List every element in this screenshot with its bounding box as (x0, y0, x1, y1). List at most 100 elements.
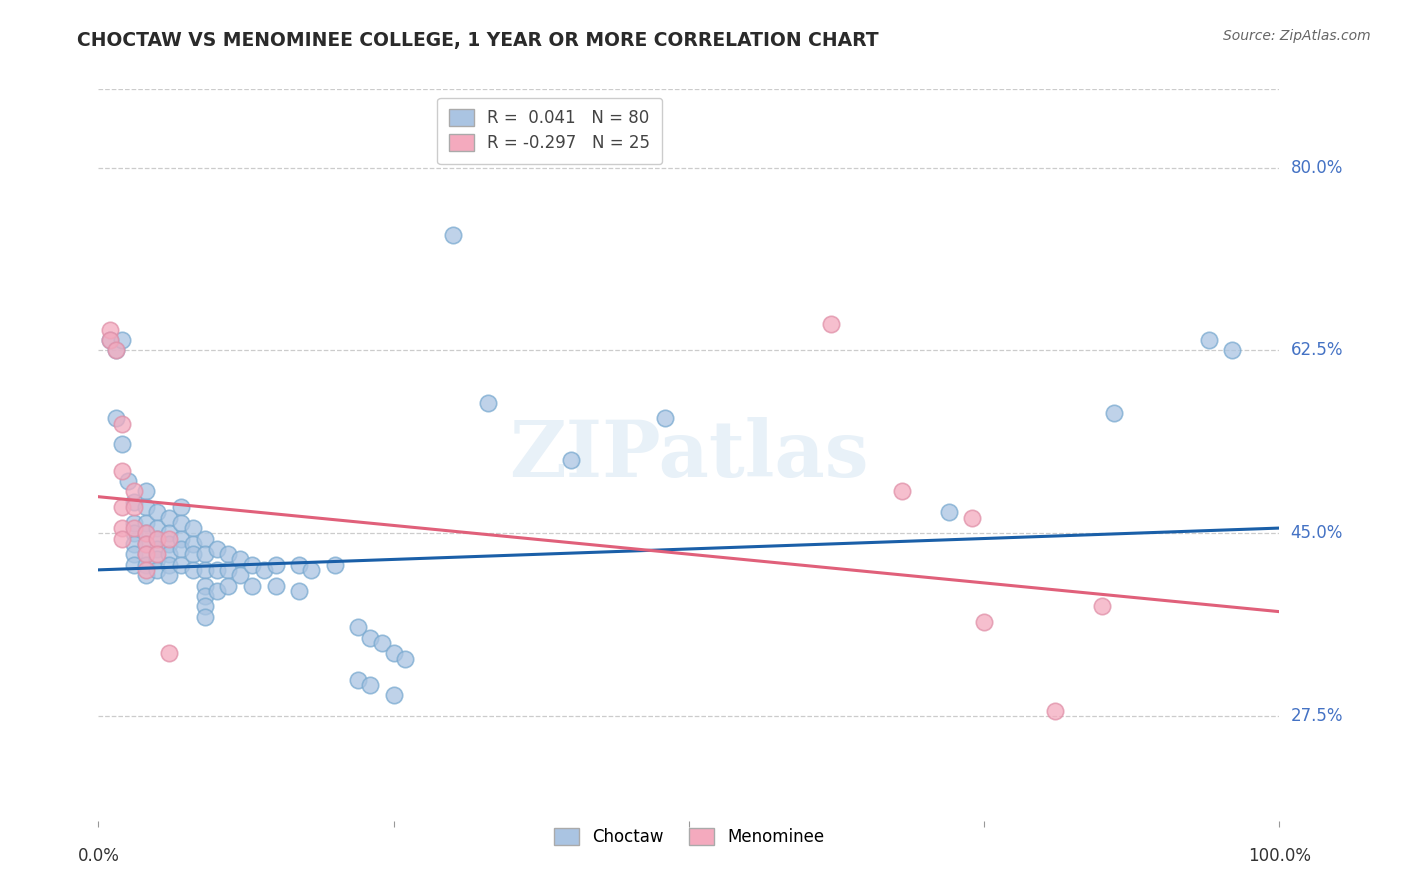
Point (122, 558, 145, 572)
Point (194, 563, 217, 577)
Point (157, 537, 180, 551)
Point (264, 578, 287, 592)
Legend: Choctaw, Menominee: Choctaw, Menominee (544, 818, 834, 856)
Point (382, 647, 405, 661)
Point (194, 578, 217, 592)
Point (394, 651, 416, 665)
Point (1220, 343, 1243, 358)
Point (820, 318, 842, 332)
Point (135, 500, 157, 515)
Point (111, 464, 134, 478)
Point (194, 599, 217, 614)
Point (194, 589, 217, 603)
Text: Source: ZipAtlas.com: Source: ZipAtlas.com (1223, 29, 1371, 43)
Point (157, 547, 180, 561)
Text: 62.5%: 62.5% (1291, 342, 1343, 359)
Point (157, 532, 180, 546)
Point (359, 631, 381, 645)
Point (441, 228, 464, 243)
Point (347, 620, 370, 634)
Point (105, 343, 128, 358)
Point (122, 526, 145, 541)
Text: 0.0%: 0.0% (77, 847, 120, 864)
Point (560, 453, 582, 467)
Point (1102, 406, 1125, 420)
Point (240, 558, 263, 572)
Point (135, 537, 157, 551)
Point (359, 678, 381, 692)
Point (111, 500, 134, 515)
Point (111, 417, 134, 431)
Point (170, 516, 193, 530)
Point (194, 532, 217, 546)
Point (146, 505, 169, 519)
Point (146, 541, 169, 556)
Point (205, 541, 228, 556)
Point (477, 395, 499, 409)
Point (170, 500, 193, 515)
Text: 27.5%: 27.5% (1291, 707, 1343, 725)
Point (1043, 704, 1066, 718)
Point (111, 333, 134, 347)
Point (105, 411, 128, 425)
Point (1091, 599, 1114, 614)
Point (117, 474, 139, 488)
Point (170, 532, 193, 546)
Point (135, 484, 157, 499)
Point (111, 532, 134, 546)
Point (181, 547, 204, 561)
Point (157, 647, 180, 661)
Point (157, 558, 180, 572)
Point (98, 333, 121, 347)
Text: 80.0%: 80.0% (1291, 159, 1343, 177)
Point (890, 484, 912, 499)
Point (299, 563, 322, 577)
Point (135, 516, 157, 530)
Point (122, 521, 145, 535)
Point (205, 583, 228, 598)
Point (146, 547, 169, 561)
Point (122, 537, 145, 551)
Point (170, 558, 193, 572)
Point (181, 563, 204, 577)
Point (122, 500, 145, 515)
Point (122, 516, 145, 530)
Point (135, 526, 157, 541)
Point (205, 563, 228, 577)
Point (382, 688, 405, 702)
Point (122, 547, 145, 561)
Point (170, 541, 193, 556)
Point (135, 563, 157, 577)
Point (157, 510, 180, 524)
Point (253, 563, 276, 577)
Point (181, 537, 204, 551)
Point (371, 636, 394, 650)
Point (157, 526, 180, 541)
Point (973, 615, 995, 629)
Point (181, 521, 204, 535)
Point (217, 563, 239, 577)
Point (229, 568, 252, 582)
Point (288, 583, 311, 598)
Point (135, 547, 157, 561)
Point (654, 411, 676, 425)
Point (111, 437, 134, 451)
Point (240, 578, 263, 592)
Point (264, 558, 287, 572)
Point (146, 563, 169, 577)
Point (146, 552, 169, 566)
Point (194, 547, 217, 561)
Point (288, 558, 311, 572)
Point (105, 343, 128, 358)
Point (98, 322, 121, 336)
Text: 45.0%: 45.0% (1291, 524, 1343, 542)
Point (146, 532, 169, 546)
Point (135, 526, 157, 541)
Point (135, 568, 157, 582)
Text: CHOCTAW VS MENOMINEE COLLEGE, 1 YEAR OR MORE CORRELATION CHART: CHOCTAW VS MENOMINEE COLLEGE, 1 YEAR OR … (77, 31, 879, 50)
Point (962, 510, 984, 524)
Point (146, 521, 169, 535)
Point (157, 568, 180, 582)
Point (1198, 333, 1220, 347)
Point (135, 537, 157, 551)
